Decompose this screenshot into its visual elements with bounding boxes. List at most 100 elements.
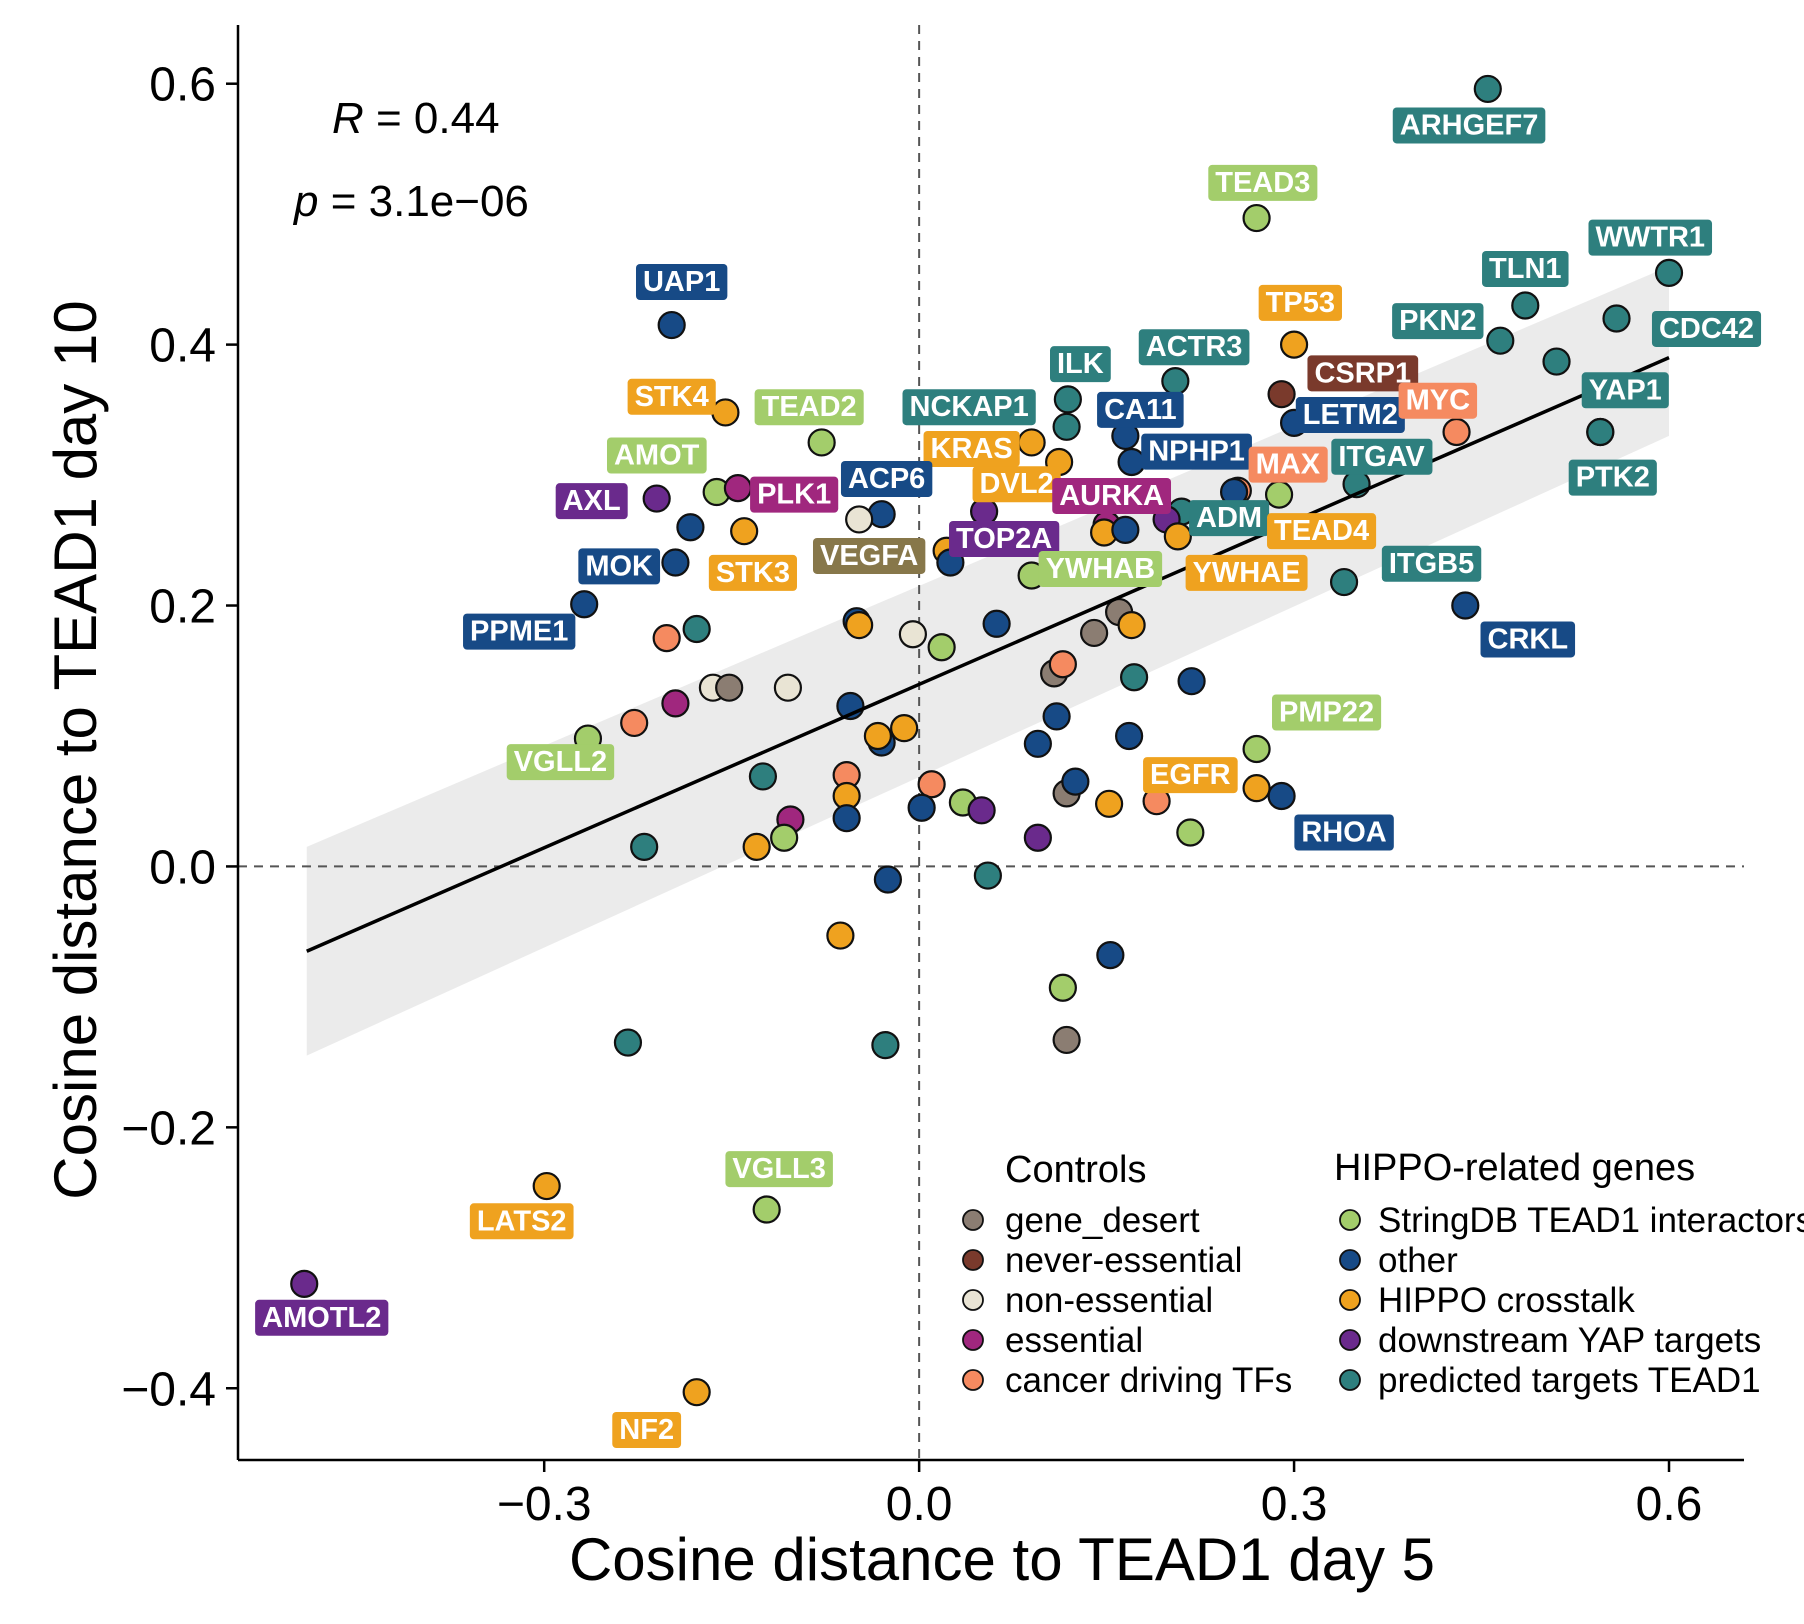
point-label-max: MAX: [1248, 446, 1328, 483]
point-label-pmp22: PMP22: [1272, 694, 1382, 731]
point-label-text: PPME1: [470, 616, 568, 648]
data-point-mok: [661, 548, 690, 577]
point-label-box: [1392, 107, 1546, 144]
point-label-text: VEGFA: [820, 540, 918, 572]
point-label-rhoa: RHOA: [1294, 814, 1394, 851]
point-label-amot: AMOT: [606, 437, 707, 474]
point-label-kras: KRAS: [923, 430, 1020, 467]
data-point-nf2: [682, 1378, 711, 1407]
data-point-amotl2: [290, 1269, 319, 1298]
data-point: [1023, 729, 1052, 758]
point-label-box: [1294, 814, 1394, 851]
legend-title-controls: Controls: [1005, 1149, 1147, 1191]
point-label-text: WWTR1: [1595, 222, 1705, 254]
data-point-ilk: [1053, 385, 1082, 414]
y-tick-label: 0.0: [149, 841, 216, 894]
data-point-nckap1: [1052, 412, 1081, 441]
point-label-amotl2: AMOTL2: [255, 1299, 389, 1336]
point-label-box: [1038, 550, 1163, 587]
point-label-box: [1143, 757, 1238, 794]
data-point-csrp1: [1267, 380, 1296, 409]
point-label-text: STK4: [635, 381, 709, 413]
data-point: [871, 1031, 900, 1060]
x-tick-label: 0.3: [1261, 1478, 1328, 1531]
point-label-axl: AXL: [555, 483, 628, 520]
data-point-uap1: [657, 310, 686, 340]
legend-swatch: [1339, 1249, 1361, 1271]
point-label-text: AURKA: [1059, 480, 1164, 512]
data-point: [1052, 1025, 1081, 1055]
data-point-stk4: [711, 398, 740, 427]
data-point: [826, 921, 855, 950]
point-label-stk4: STK4: [627, 378, 716, 415]
point-label-tp53: TP53: [1258, 284, 1342, 321]
point-label-box: [612, 1411, 682, 1448]
r-value: = 0.44: [364, 94, 500, 143]
point-label-nphp1: NPHP1: [1141, 433, 1252, 470]
legend-label: predicted targets TEAD1: [1378, 1361, 1761, 1400]
x-tick-label: −0.3: [497, 1478, 592, 1531]
data-point: [773, 673, 803, 702]
point-label-text: MYC: [1406, 385, 1471, 417]
point-label-box: [1381, 545, 1482, 582]
point-label-box: [1138, 329, 1250, 366]
point-label-box: [1267, 513, 1377, 550]
point-label-text: AMOTL2: [262, 1302, 381, 1334]
point-label-arhgef7: ARHGEF7: [1392, 107, 1546, 144]
point-label-box: [1248, 446, 1328, 483]
point-label-box: [902, 389, 1036, 426]
point-label-box: [1295, 397, 1405, 434]
data-point: [832, 804, 861, 833]
point-label-box: [506, 744, 615, 781]
data-point: [620, 708, 649, 738]
data-point: [1095, 789, 1124, 818]
point-label-box: [750, 476, 839, 513]
legend-label: HIPPO crosstalk: [1378, 1281, 1635, 1320]
point-label-box: [840, 460, 933, 497]
point-label-box: [1050, 346, 1111, 383]
data-point-egfr: [1242, 774, 1271, 803]
point-label-text: KRAS: [931, 433, 1013, 465]
point-label-box: [255, 1299, 389, 1336]
data-point: [1264, 480, 1294, 509]
point-label-text: ACP6: [848, 463, 925, 495]
point-label-plk1: PLK1: [750, 476, 839, 513]
data-point: [907, 793, 936, 822]
point-label-text: NF2: [619, 1414, 674, 1446]
data-point-pkn2: [1486, 326, 1515, 355]
point-label-box: [1568, 459, 1657, 496]
data-point: [1111, 515, 1140, 544]
r-symbol: R: [332, 94, 364, 143]
point-label-box: [578, 548, 661, 585]
point-label-text: AMOT: [614, 440, 700, 472]
point-label-ca11: CA11: [1097, 391, 1184, 428]
point-label-yap1: YAP1: [1581, 372, 1669, 409]
point-label-text: VGLL2: [514, 746, 607, 778]
point-label-crkl: CRKL: [1480, 621, 1576, 658]
legend-swatch: [1339, 1289, 1361, 1311]
data-point: [676, 513, 705, 542]
point-label-box: [1651, 310, 1762, 347]
data-point-arhgef7: [1473, 74, 1502, 104]
data-point: [661, 689, 690, 718]
legend-label: never-essential: [1005, 1241, 1242, 1280]
point-label-text: TOP2A: [956, 523, 1052, 555]
point-label-vgll2: VGLL2: [506, 744, 615, 781]
data-point: [1048, 650, 1077, 679]
point-label-letm2: LETM2: [1295, 397, 1405, 434]
point-label-text: MOK: [585, 550, 653, 582]
point-label-box: [1588, 219, 1713, 256]
data-point: [1061, 767, 1090, 796]
x-tick-label: 0.6: [1636, 1478, 1703, 1531]
data-point-tp53: [1279, 330, 1309, 359]
point-label-text: YWHAE: [1193, 557, 1301, 589]
data-point-actr3: [1161, 367, 1190, 396]
legend-swatch: [1339, 1329, 1361, 1351]
data-point-ppme1: [570, 590, 599, 619]
data-point: [1048, 973, 1077, 1002]
point-label-ywhab: YWHAB: [1038, 550, 1163, 587]
data-point-lats2: [532, 1171, 561, 1201]
point-label-text: ITGAV: [1338, 441, 1425, 473]
regression-line: [306, 356, 1670, 953]
point-label-box: [1258, 284, 1342, 321]
